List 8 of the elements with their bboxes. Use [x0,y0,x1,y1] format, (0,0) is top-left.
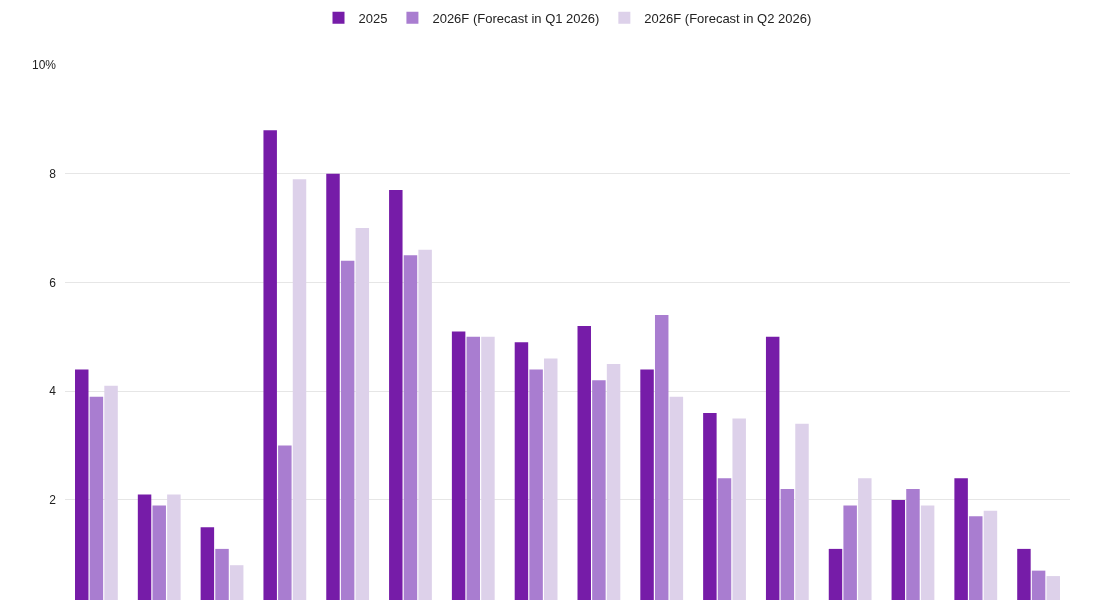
legend-label: 2025 [358,10,388,26]
legend-label: 2026F (Forecast in Q1 2026) [432,10,600,26]
y-tick-label: 10% [31,58,57,73]
legend-label: 2026F (Forecast in Q2 2026) [644,10,812,26]
y-tick-label: 2 [49,493,57,508]
y-tick-label: 8 [49,166,57,181]
y-tick-label: 6 [49,275,57,290]
y-tick-label: 4 [49,384,57,399]
